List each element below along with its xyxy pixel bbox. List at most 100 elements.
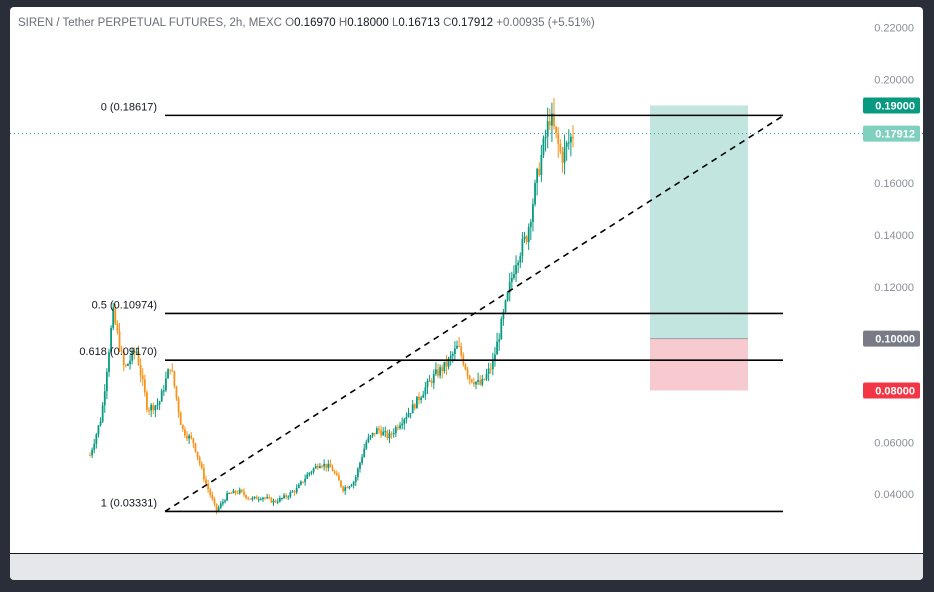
candle-body [110, 327, 112, 353]
candle-body [314, 465, 317, 469]
candle-body [234, 490, 237, 493]
candle-body [217, 507, 220, 512]
candle-body [274, 500, 277, 503]
candle-body [456, 345, 458, 349]
fib-level-label: 0.5 (0.10974) [92, 299, 157, 311]
candle-body [464, 364, 467, 370]
price-chart[interactable]: 0 (0.18617) 0.5 (0.10974) 0.618 (0.09170) 1… [10, 7, 923, 580]
candle-body [354, 477, 357, 483]
candle-body [173, 371, 176, 387]
ohlc-high-label: H [338, 17, 348, 29]
price-badge-label: 0.19000 [875, 100, 915, 112]
chart-frame: 0 (0.18617) 0.5 (0.10974) 0.618 (0.09170) 1… [10, 7, 923, 580]
candle-body [365, 441, 368, 449]
candle-body [515, 265, 517, 274]
y-axis-tick-label: 0.20000 [874, 75, 914, 87]
candle-body [557, 132, 560, 144]
candle-body [262, 497, 264, 500]
price-badge [863, 382, 920, 399]
candle-body [445, 361, 448, 367]
candle-body [316, 465, 319, 468]
candle-body [344, 487, 347, 492]
candle-body [397, 427, 399, 429]
candle-body [232, 490, 235, 494]
time-axis-strip[interactable] [10, 553, 923, 580]
candle-body [371, 432, 374, 436]
candle-body [536, 168, 539, 183]
candle-body [437, 369, 439, 376]
candle-body [321, 466, 323, 468]
candle-body [470, 379, 473, 383]
candle-body [131, 350, 134, 361]
candle-body [504, 300, 507, 312]
y-axis-tick-label: 0.22000 [874, 23, 914, 35]
candle-body [287, 496, 290, 498]
candle-body [304, 478, 307, 483]
candle-body [403, 419, 406, 424]
symbol-title[interactable]: SIREN / Tether PERPETUAL FUTURES, 2h, ME… [18, 17, 282, 29]
candle-body [323, 463, 326, 467]
candle-body [561, 151, 564, 163]
candle-body [394, 427, 397, 434]
candle-body [236, 492, 239, 494]
candle-body [165, 378, 167, 391]
candle-body [384, 431, 387, 433]
trend-line[interactable] [164, 115, 784, 513]
candle-body [466, 369, 469, 376]
candle-body [559, 143, 562, 152]
candle-body [129, 360, 131, 365]
position-target-zone[interactable] [650, 105, 748, 339]
candle-body [259, 499, 262, 501]
candle-body [103, 391, 106, 406]
candle-body [447, 358, 450, 367]
candle-body [350, 485, 353, 487]
candle-body [401, 423, 404, 426]
candle-body [122, 351, 125, 365]
candle-body [200, 463, 203, 468]
candle-body [327, 463, 330, 468]
candle-body [382, 431, 385, 436]
candle-body [207, 483, 210, 490]
fib-level-label: 0.618 (0.09170) [79, 346, 157, 358]
candle-body [430, 380, 433, 384]
candle-body [567, 142, 570, 144]
ohlc-open-value: 0.16970 [294, 17, 336, 29]
candle-body [422, 394, 425, 398]
candle-body [563, 146, 566, 163]
candle-body [141, 375, 144, 380]
candle-body [418, 396, 420, 400]
candle-body [219, 503, 222, 508]
candle-body [190, 435, 193, 439]
candle-body [243, 491, 245, 495]
candle-body [340, 480, 342, 487]
candle-body [135, 351, 138, 353]
candle-body [255, 496, 258, 500]
candle-body [281, 497, 283, 499]
candle-body [375, 428, 378, 435]
candle-body [133, 350, 136, 353]
candle-body [460, 346, 463, 356]
candle-body [569, 136, 572, 143]
candle-body [198, 457, 201, 464]
candle-body [196, 451, 199, 458]
candle-body [346, 487, 349, 489]
candle-body [411, 404, 414, 414]
ohlc-close-label: C [443, 17, 452, 29]
candle-body [342, 486, 345, 492]
candle-body [184, 429, 186, 436]
candle-body [348, 486, 351, 489]
candle-body [118, 331, 121, 350]
candle-body [542, 138, 545, 156]
candle-body [534, 182, 536, 205]
candle-body [283, 495, 285, 498]
candle-body [194, 443, 197, 452]
candle-body [525, 236, 528, 243]
candle-body [380, 430, 382, 436]
candle-body [517, 262, 520, 266]
candle-body [202, 467, 205, 480]
candle-body [297, 484, 300, 488]
position-stop-zone[interactable] [650, 338, 748, 391]
candle-body [443, 361, 446, 371]
candle-body [500, 319, 503, 340]
candle-body [285, 495, 288, 498]
